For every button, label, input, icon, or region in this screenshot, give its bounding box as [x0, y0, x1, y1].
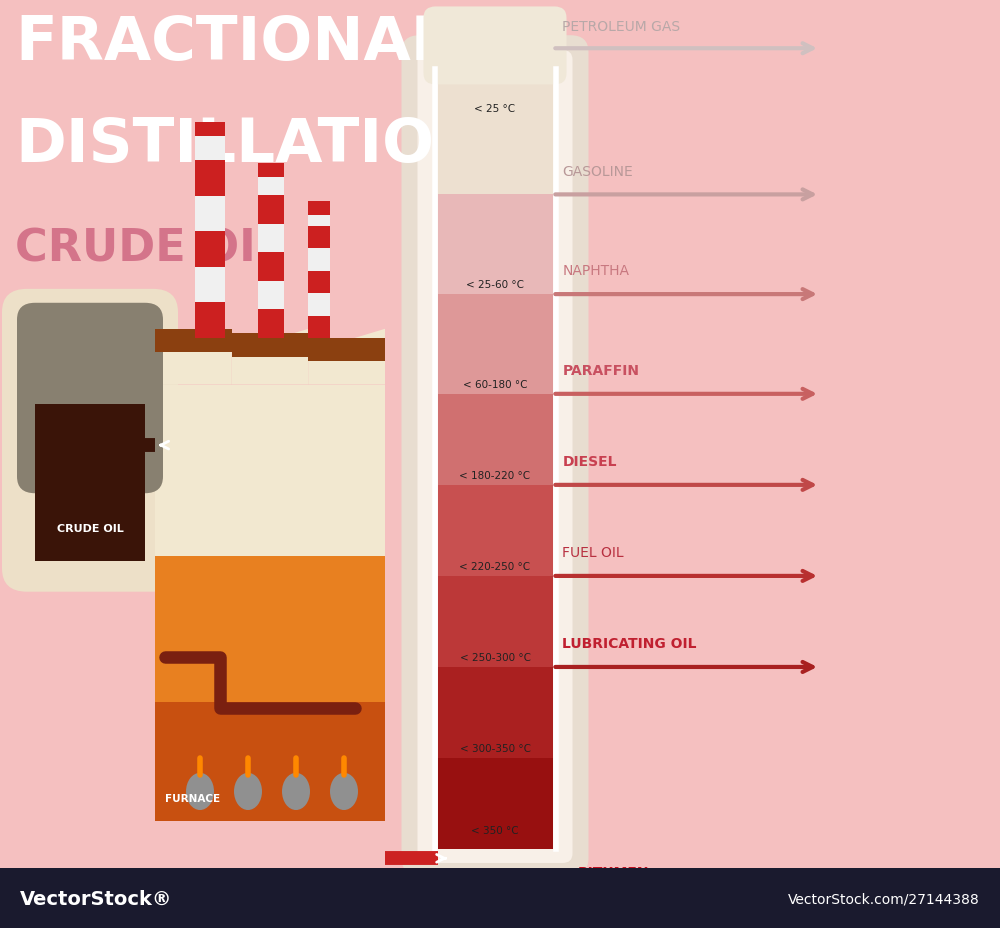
Text: < 25 °C: < 25 °C [474, 104, 516, 113]
Polygon shape [308, 329, 385, 385]
Text: < 220-250 °C: < 220-250 °C [459, 561, 531, 572]
Bar [258, 310, 284, 339]
Text: BITUMEN: BITUMEN [578, 865, 649, 879]
Ellipse shape [186, 773, 214, 810]
Text: VectorStock®: VectorStock® [20, 889, 173, 908]
Bar [438, 485, 552, 576]
Bar [438, 485, 552, 576]
Bar [155, 385, 385, 561]
Text: FURNACE: FURNACE [165, 793, 220, 803]
Text: PETROLEUM GAS: PETROLEUM GAS [562, 20, 681, 34]
Text: LUBRICATING OIL: LUBRICATING OIL [562, 637, 697, 651]
Bar [438, 758, 552, 849]
Text: < 180-220 °C: < 180-220 °C [459, 470, 531, 481]
Bar [438, 295, 552, 394]
Polygon shape [155, 329, 232, 385]
Bar [258, 196, 284, 225]
Bar [258, 167, 284, 339]
Ellipse shape [330, 773, 358, 810]
Bar [308, 204, 330, 339]
Bar [195, 232, 225, 267]
Text: < 300-350 °C: < 300-350 °C [460, 743, 530, 754]
Bar [0, 868, 1000, 928]
Bar [438, 667, 552, 758]
Polygon shape [232, 329, 308, 385]
Bar [438, 394, 552, 485]
Text: DIESEL: DIESEL [562, 455, 617, 469]
Bar [438, 195, 552, 295]
FancyBboxPatch shape [418, 51, 572, 863]
Bar [258, 252, 284, 281]
Bar [195, 122, 225, 136]
Bar [438, 195, 552, 295]
Bar [195, 125, 225, 339]
Bar [438, 576, 552, 667]
Bar [438, 295, 552, 394]
Bar [438, 70, 552, 195]
FancyBboxPatch shape [401, 36, 588, 875]
Text: CRUDE OIL: CRUDE OIL [15, 227, 284, 270]
Text: NAPHTHA: NAPHTHA [562, 264, 630, 278]
Text: < 250-300 °C: < 250-300 °C [460, 652, 530, 663]
Bar [258, 164, 284, 178]
Ellipse shape [234, 773, 262, 810]
Bar [308, 316, 330, 339]
Bar [155, 702, 385, 821]
Bar [195, 161, 225, 197]
Bar [438, 394, 552, 485]
FancyBboxPatch shape [2, 290, 178, 592]
Text: DISTILLATION: DISTILLATION [15, 116, 485, 175]
Bar [195, 303, 225, 339]
Text: FRACTIONAL: FRACTIONAL [15, 14, 450, 73]
Bar [438, 758, 552, 849]
Text: FUEL OIL: FUEL OIL [562, 546, 624, 560]
FancyBboxPatch shape [424, 7, 566, 85]
Bar [308, 201, 330, 215]
Bar [438, 667, 552, 758]
FancyBboxPatch shape [17, 303, 163, 494]
Text: GASOLINE: GASOLINE [562, 164, 633, 178]
Text: < 25-60 °C: < 25-60 °C [466, 280, 524, 290]
Bar [35, 405, 145, 561]
Bar [155, 557, 385, 702]
Bar [308, 339, 385, 362]
Bar [308, 226, 330, 249]
Bar [438, 576, 552, 667]
Text: VectorStock.com/27144388: VectorStock.com/27144388 [788, 891, 980, 906]
Ellipse shape [282, 773, 310, 810]
Text: < 60-180 °C: < 60-180 °C [463, 380, 527, 390]
Bar [155, 329, 232, 353]
Text: < 350 °C: < 350 °C [471, 825, 519, 835]
Bar [438, 70, 552, 195]
Text: PARAFFIN: PARAFFIN [562, 364, 640, 378]
Text: CRUDE OIL: CRUDE OIL [57, 523, 123, 534]
Bar [232, 334, 308, 357]
Bar [308, 271, 330, 294]
